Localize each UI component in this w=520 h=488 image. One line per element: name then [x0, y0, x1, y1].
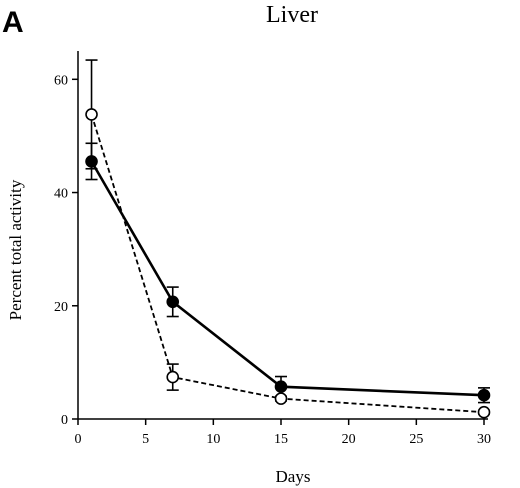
data-point: [477, 388, 491, 402]
data-point: [274, 380, 288, 394]
x-tick-label: 5: [142, 432, 149, 447]
data-point: [477, 405, 491, 419]
x-tick-label: 30: [477, 432, 491, 447]
panel-label: A: [2, 6, 24, 39]
x-tick-label: 15: [274, 432, 288, 447]
x-tick-label: 20: [342, 432, 356, 447]
y-tick-label: 40: [54, 187, 68, 202]
x-tick-label: 10: [206, 432, 220, 447]
axes: [77, 51, 488, 420]
x-tick-label: 0: [75, 432, 82, 447]
data-point: [274, 392, 288, 405]
x-axis-label: Days: [276, 467, 311, 486]
y-tick-label: 60: [54, 73, 68, 88]
y-tick-label: 20: [54, 300, 68, 315]
series-1: [85, 142, 491, 404]
data-point: [85, 108, 98, 121]
series-1-line: [90, 160, 485, 397]
data-point: [166, 295, 180, 309]
y-tick-label: 0: [61, 413, 68, 428]
series-2: [85, 59, 491, 419]
y-ticks: 0 20 40 60: [54, 73, 78, 428]
y-axis-label: Percent total activity: [6, 179, 25, 320]
series-2-line: [90, 114, 485, 414]
chart-title: Liver: [266, 2, 318, 28]
x-ticks: 0 5 10 15 20 25 30: [75, 419, 491, 447]
series-layer: [85, 59, 491, 419]
x-tick-label: 25: [409, 432, 423, 447]
data-point: [166, 370, 180, 384]
